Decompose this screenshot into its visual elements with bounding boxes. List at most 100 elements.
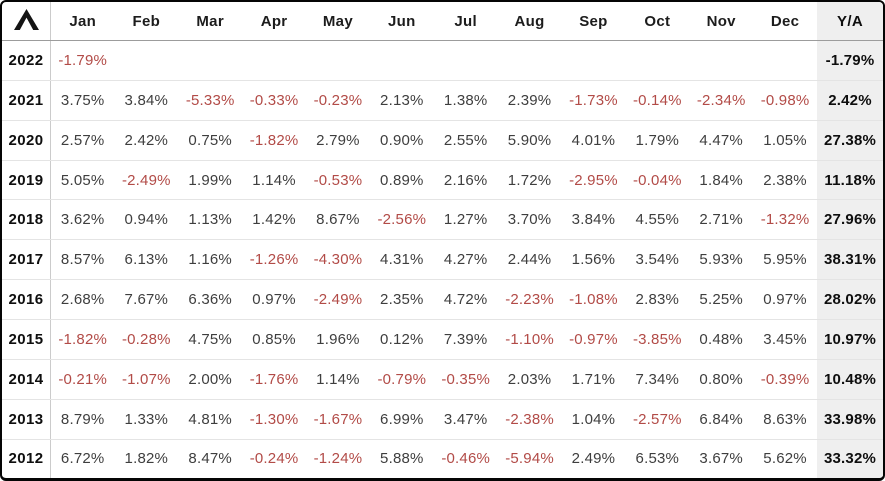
month-header-dec: Dec (753, 2, 817, 41)
monthly-return-cell: 2.71% (689, 199, 754, 241)
month-header-may: May (306, 2, 370, 41)
monthly-return-cell: 3.67% (699, 450, 743, 468)
year-row-2021: 2021 3.75% 3.84% -5.33% -0.33% -0.23% 2.13% 1.3… (2, 80, 883, 121)
monthly-return-cell: 1.84% (689, 160, 754, 201)
monthly-return-cell: -0.39% (753, 359, 817, 400)
monthly-return-cell: 7.39% (433, 319, 498, 360)
monthly-return-cell: -2.49% (306, 279, 370, 321)
monthly-return-cell: 4.27% (433, 239, 498, 281)
monthly-return-cell: 3.70% (497, 199, 562, 241)
header-row: Jan Feb Mar Apr May Jun Jul Aug Sep Oct Nov Dec Y/A (2, 2, 883, 41)
monthly-return-cell: 1.56% (561, 239, 626, 281)
monthly-return-cell: 8.57% (50, 239, 115, 281)
monthly-return-cell: 2.49% (571, 450, 616, 468)
monthly-return-cell (433, 40, 498, 81)
monthly-return-cell (689, 40, 754, 81)
monthly-return-cell: 1.33% (114, 399, 179, 440)
monthly-return-cell: -2.57% (625, 399, 690, 440)
ytd-return-cell: 27.96% (817, 199, 883, 241)
monthly-return-cell: 5.05% (50, 160, 115, 201)
monthly-return-cell: -1.82% (242, 120, 306, 161)
monthly-return-cell: 1.99% (178, 160, 243, 201)
monthly-return-cell: -1.82% (50, 319, 115, 360)
monthly-return-cell: 4.81% (178, 399, 243, 440)
ytd-return-cell: 10.97% (817, 319, 883, 360)
monthly-return-cell: 7.34% (625, 359, 690, 400)
month-header-jun: Jun (369, 2, 434, 41)
year-row-2018: 2018 3.62% 0.94% 1.13% 1.42% 8.67% -2.56% 1.27%… (2, 199, 883, 241)
monthly-return-cell: 1.71% (561, 359, 626, 400)
monthly-return-cell: 5.90% (497, 120, 562, 161)
monthly-return-cell: 1.27% (433, 199, 498, 241)
ytd-return-cell: -1.79% (817, 40, 883, 81)
monthly-return-cell: -1.73% (561, 80, 626, 121)
month-header-sep: Sep (561, 2, 626, 41)
monthly-return-cell: 1.82% (124, 450, 169, 468)
year-row-2013: 2013 8.79% 1.33% 4.81% -1.30% -1.67% 6.99% 3.47… (2, 399, 883, 440)
year-label: 2012 (2, 439, 51, 478)
monthly-return-cell: 2.00% (178, 359, 243, 400)
month-header-apr: Apr (242, 2, 306, 41)
monthly-return-cell: -0.04% (625, 160, 690, 201)
monthly-return-cell: 6.72% (60, 450, 105, 468)
monthly-return-cell: 1.05% (753, 120, 817, 161)
monthly-return-cell: 1.14% (306, 359, 370, 400)
monthly-return-cell: -0.14% (625, 80, 690, 121)
year-row-2012: 2012 6.72% 1.82% 8.47% -0.24% -1.24% 5.88% -0.4… (2, 439, 883, 478)
monthly-return-cell: 0.48% (689, 319, 754, 360)
month-header-oct: Oct (625, 2, 690, 41)
ytd-return-cell: 2.42% (817, 80, 883, 121)
monthly-return-cell (242, 40, 306, 81)
monthly-return-cell (625, 40, 690, 81)
month-header-feb: Feb (114, 2, 179, 41)
monthly-return-cell: -3.85% (625, 319, 690, 360)
monthly-return-cell: -5.33% (178, 80, 243, 121)
monthly-return-cell: 2.38% (753, 160, 817, 201)
year-row-2022: 2022 -1.79% -1.79% (2, 40, 883, 81)
monthly-return-cell: 0.89% (369, 160, 434, 201)
monthly-return-cell: 5.62% (763, 450, 807, 468)
monthly-return-cell: 6.53% (635, 450, 680, 468)
monthly-return-cell: 2.44% (497, 239, 562, 281)
monthly-return-cell: 3.45% (753, 319, 817, 360)
monthly-return-cell: 5.88% (380, 450, 424, 468)
monthly-return-cell: 8.79% (50, 399, 115, 440)
monthly-return-cell: 5.93% (689, 239, 754, 281)
monthly-return-cell: -1.08% (561, 279, 626, 321)
year-row-2014: 2014 -0.21% -1.07% 2.00% -1.76% 1.14% -0.79% -0… (2, 359, 883, 400)
monthly-return-cell: 8.47% (188, 450, 232, 468)
ytd-return-cell: 33.98% (817, 399, 883, 440)
monthly-return-cell: 3.84% (114, 80, 179, 121)
monthly-return-cell: 2.57% (50, 120, 115, 161)
monthly-return-cell: 0.94% (114, 199, 179, 241)
year-row-2020: 2020 2.57% 2.42% 0.75% -1.82% 2.79% 0.90% 2.55%… (2, 120, 883, 161)
year-row-2017: 2017 8.57% 6.13% 1.16% -1.26% -4.30% 4.31% 4.27… (2, 239, 883, 281)
year-label: 2015 (2, 319, 51, 360)
year-label: 2018 (2, 199, 51, 241)
monthly-return-cell: -0.28% (114, 319, 179, 360)
monthly-return-cell: -2.95% (561, 160, 626, 201)
ytd-return-cell: 38.31% (817, 239, 883, 281)
monthly-return-cell: 4.55% (625, 199, 690, 241)
ytd-return-cell: 11.18% (817, 160, 883, 201)
monthly-return-cell: 2.16% (433, 160, 498, 201)
ytd-return-cell: 33.32% (817, 439, 883, 478)
monthly-return-cell: -0.53% (306, 160, 370, 201)
monthly-return-cell: 2.68% (50, 279, 115, 321)
monthly-return-cell: -0.21% (50, 359, 115, 400)
monthly-return-cell: 1.04% (561, 399, 626, 440)
year-label: 2022 (2, 40, 51, 81)
monthly-return-cell: 3.62% (50, 199, 115, 241)
monthly-return-cell: 7.67% (114, 279, 179, 321)
monthly-return-cell: 0.75% (178, 120, 243, 161)
monthly-return-cell: 2.39% (497, 80, 562, 121)
monthly-return-cell (497, 40, 562, 81)
monthly-return-cell: -0.46% (441, 450, 491, 468)
monthly-return-cell: 0.80% (689, 359, 754, 400)
monthly-return-cell: 0.12% (369, 319, 434, 360)
monthly-return-cell: 3.75% (50, 80, 115, 121)
monthly-return-cell: -1.79% (50, 40, 115, 81)
year-row-2016: 2016 2.68% 7.67% 6.36% 0.97% -2.49% 2.35% 4.72%… (2, 279, 883, 321)
year-label: 2013 (2, 399, 51, 440)
